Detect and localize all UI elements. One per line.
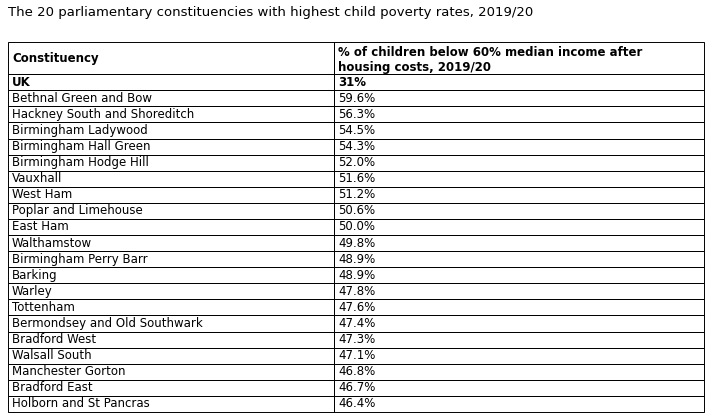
Bar — [334, 42, 704, 74]
Text: 51.6%: 51.6% — [338, 172, 375, 185]
Text: 46.4%: 46.4% — [338, 398, 375, 411]
Bar — [8, 219, 334, 235]
Text: Walthamstow: Walthamstow — [12, 237, 92, 250]
Text: Bethnal Green and Bow: Bethnal Green and Bow — [12, 92, 152, 105]
Text: 31%: 31% — [338, 76, 366, 89]
Bar — [334, 74, 704, 90]
Bar — [8, 155, 334, 171]
Text: 47.4%: 47.4% — [338, 317, 375, 330]
Bar — [8, 106, 334, 122]
Bar — [8, 251, 334, 267]
Text: 59.6%: 59.6% — [338, 92, 375, 105]
Bar — [334, 251, 704, 267]
Text: Tottenham: Tottenham — [12, 301, 75, 314]
Bar — [334, 235, 704, 251]
Text: 52.0%: 52.0% — [338, 156, 375, 169]
Bar — [334, 364, 704, 380]
Text: West Ham: West Ham — [12, 188, 72, 201]
Bar — [334, 219, 704, 235]
Text: UK: UK — [12, 76, 31, 89]
Text: The 20 parliamentary constituencies with highest child poverty rates, 2019/20: The 20 parliamentary constituencies with… — [8, 6, 534, 19]
Text: 47.1%: 47.1% — [338, 349, 375, 362]
Text: 54.3%: 54.3% — [338, 140, 375, 153]
Text: Bradford West: Bradford West — [12, 333, 96, 346]
Text: Barking: Barking — [12, 269, 58, 282]
Text: 49.8%: 49.8% — [338, 237, 375, 250]
Text: Holborn and St Pancras: Holborn and St Pancras — [12, 398, 150, 411]
Bar — [334, 106, 704, 122]
Bar — [334, 90, 704, 106]
Text: Birmingham Perry Barr: Birmingham Perry Barr — [12, 253, 148, 266]
Bar — [8, 300, 334, 316]
Text: % of children below 60% median income after
housing costs, 2019/20: % of children below 60% median income af… — [338, 46, 642, 74]
Bar — [8, 364, 334, 380]
Text: 50.6%: 50.6% — [338, 204, 375, 217]
Bar — [8, 187, 334, 203]
Text: 54.5%: 54.5% — [338, 124, 375, 137]
Text: 48.9%: 48.9% — [338, 269, 375, 282]
Bar — [8, 316, 334, 331]
Text: Warley: Warley — [12, 285, 53, 298]
Bar — [334, 316, 704, 331]
Bar — [334, 283, 704, 300]
Text: Birmingham Ladywood: Birmingham Ladywood — [12, 124, 148, 137]
Text: 47.8%: 47.8% — [338, 285, 375, 298]
Bar — [334, 300, 704, 316]
Text: 50.0%: 50.0% — [338, 220, 375, 233]
Bar — [8, 331, 334, 348]
Bar — [8, 139, 334, 155]
Bar — [8, 203, 334, 219]
Text: Hackney South and Shoreditch: Hackney South and Shoreditch — [12, 108, 194, 121]
Text: 46.7%: 46.7% — [338, 381, 375, 394]
Bar — [334, 331, 704, 348]
Text: Bermondsey and Old Southwark: Bermondsey and Old Southwark — [12, 317, 203, 330]
Text: East Ham: East Ham — [12, 220, 68, 233]
Bar — [8, 74, 334, 90]
Bar — [334, 348, 704, 364]
Text: 56.3%: 56.3% — [338, 108, 375, 121]
Text: 48.9%: 48.9% — [338, 253, 375, 266]
Text: Walsall South: Walsall South — [12, 349, 91, 362]
Text: Bradford East: Bradford East — [12, 381, 93, 394]
Text: 47.6%: 47.6% — [338, 301, 375, 314]
Bar — [8, 171, 334, 187]
Bar — [334, 396, 704, 412]
Bar — [334, 155, 704, 171]
Text: Birmingham Hall Green: Birmingham Hall Green — [12, 140, 150, 153]
Bar — [334, 380, 704, 396]
Bar — [8, 90, 334, 106]
Bar — [8, 235, 334, 251]
Text: 51.2%: 51.2% — [338, 188, 375, 201]
Text: Vauxhall: Vauxhall — [12, 172, 63, 185]
Bar — [334, 171, 704, 187]
Bar — [334, 187, 704, 203]
Bar — [334, 139, 704, 155]
Text: 46.8%: 46.8% — [338, 365, 375, 378]
Text: Manchester Gorton: Manchester Gorton — [12, 365, 125, 378]
Bar — [334, 267, 704, 283]
Bar — [8, 122, 334, 139]
Bar — [8, 283, 334, 300]
Text: Birmingham Hodge Hill: Birmingham Hodge Hill — [12, 156, 149, 169]
Text: 47.3%: 47.3% — [338, 333, 375, 346]
Bar — [334, 203, 704, 219]
Text: Poplar and Limehouse: Poplar and Limehouse — [12, 204, 143, 217]
Bar — [8, 380, 334, 396]
Bar — [8, 267, 334, 283]
Bar — [8, 42, 334, 74]
Bar — [8, 348, 334, 364]
Bar — [334, 122, 704, 139]
Text: Constituency: Constituency — [12, 52, 99, 65]
Bar — [8, 396, 334, 412]
